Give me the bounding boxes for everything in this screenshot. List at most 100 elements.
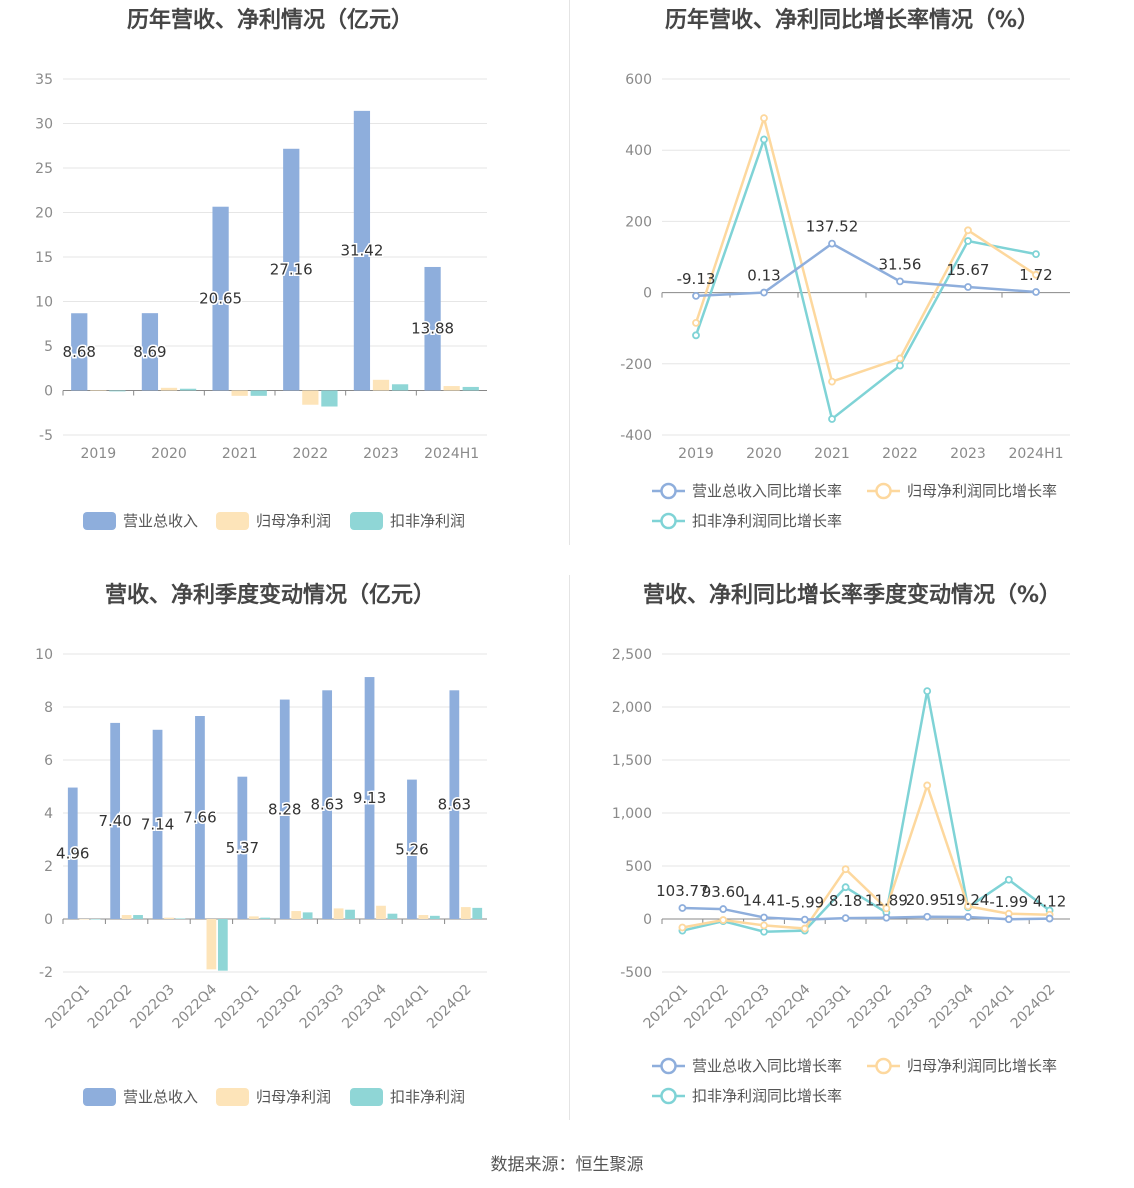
legend-label: 营业总收入	[123, 1088, 198, 1106]
bar	[418, 915, 429, 919]
bar	[71, 313, 88, 391]
legend-label: 营业总收入	[123, 512, 198, 530]
legend-item: 扣非净利润	[350, 512, 465, 530]
bar	[195, 716, 205, 919]
x-tick-label: 2024H1	[424, 446, 479, 462]
bar	[237, 776, 248, 919]
bar-data-label: 8.69	[133, 343, 166, 361]
bar	[279, 699, 290, 919]
series-point	[828, 377, 836, 386]
line-data-label: -1.99	[989, 893, 1028, 911]
legend-marker	[875, 482, 892, 500]
series-point	[882, 904, 891, 913]
line-data-label: 4.12	[1033, 893, 1066, 911]
bar	[250, 390, 267, 396]
series-point	[692, 318, 700, 327]
series-line	[694, 135, 1037, 422]
bar	[133, 915, 143, 919]
line-data-label: 103.77	[656, 882, 709, 900]
series-point	[800, 924, 809, 933]
legend-swatch	[350, 1088, 383, 1106]
line-data-label: 31.56	[879, 255, 922, 273]
x-tick-label: 2023Q1	[212, 982, 263, 1033]
chart-svg: 历年营收、净利情况（亿元） -5 0 5 10 15 20 25 30 35 2019 2020 202…	[35, 7, 487, 530]
series-point	[964, 902, 972, 911]
legend-item: 归母净利润	[216, 512, 331, 530]
bar	[109, 390, 126, 392]
bar	[152, 729, 163, 919]
bar	[462, 386, 479, 391]
bar	[164, 917, 174, 919]
bar	[231, 390, 248, 396]
series-line	[694, 113, 1037, 384]
legend-item: 扣非净利润同比增长率	[652, 1087, 842, 1105]
y-tick-label: -2	[39, 965, 53, 981]
annual-revenue-profit-chart: 历年营收、净利情况（亿元） -5 0 5 10 15 20 25 30 35 2019 2020 202…	[0, 0, 567, 560]
x-tick-label: 2024Q1	[382, 982, 433, 1033]
series-line	[682, 906, 1050, 921]
bar-data-label: 20.65	[199, 290, 242, 308]
x-tick-label: 2019	[678, 446, 714, 462]
series-point	[964, 237, 972, 245]
y-tick-label: 4	[44, 806, 53, 822]
series-point	[828, 239, 836, 248]
legend-label: 扣非净利润同比增长率	[692, 1087, 842, 1105]
x-tick-label: 2024Q2	[424, 982, 475, 1033]
bar	[376, 905, 386, 919]
bar-data-label: 31.42	[340, 242, 383, 260]
legend-swatch	[216, 512, 249, 530]
bar-data-label: 27.16	[270, 261, 313, 279]
bar-data-label: 8.68	[63, 343, 96, 361]
x-tick-label: 2022Q2	[85, 982, 136, 1033]
bar	[110, 722, 121, 919]
line-data-label: -5.99	[785, 894, 824, 912]
y-tick-label: 15	[35, 250, 53, 266]
legend-swatch	[83, 1088, 116, 1106]
x-tick-label: 2022Q1	[641, 982, 692, 1033]
y-tick-label: -500	[620, 965, 652, 981]
bar	[460, 907, 471, 919]
bar	[217, 919, 228, 971]
x-tick-label: 2022Q4	[763, 981, 814, 1032]
bar	[291, 911, 302, 919]
line-data-label: 15.67	[947, 261, 990, 279]
series-point	[1004, 915, 1013, 924]
y-tick-label: 30	[35, 117, 53, 133]
bar	[364, 677, 375, 919]
legend-item: 营业总收入同比增长率	[652, 1057, 842, 1075]
series-point	[760, 913, 768, 922]
series-point	[1004, 875, 1013, 884]
series-point	[896, 361, 904, 370]
y-tick-label: -5	[39, 428, 53, 444]
line-data-label: 93.60	[702, 883, 745, 901]
y-tick-label: 200	[625, 214, 652, 230]
quarterly-revenue-profit-chart: 营收、净利季度变动情况（亿元） -2 0 2 4 6 8 10 2022Q1 2022Q2 2022…	[0, 575, 567, 1135]
bar	[179, 388, 197, 391]
bar	[175, 918, 186, 919]
series-point	[882, 913, 891, 922]
series-point	[678, 923, 687, 932]
bar	[121, 915, 132, 919]
legend-item: 营业总收入	[83, 1088, 198, 1106]
bar-data-label: 4.96	[56, 844, 89, 862]
bar-data-label: 8.63	[438, 796, 471, 814]
y-tick-label: 20	[35, 206, 53, 222]
series-point	[964, 913, 972, 921]
annual-growth-rate-chart: 历年营收、净利同比增长率情况（%） -400 -200 0 200 400 600 2019 2…	[567, 0, 1134, 560]
series-point	[719, 916, 728, 924]
x-tick-label: 2020	[746, 446, 782, 462]
series-point	[923, 781, 932, 790]
bar	[333, 908, 344, 919]
series-line	[682, 690, 1051, 933]
y-tick-label: 35	[35, 72, 53, 88]
line-data-label: 20.95	[906, 891, 949, 909]
series-point	[964, 283, 972, 291]
bar	[387, 913, 398, 919]
legend-label: 扣非净利润	[390, 1088, 465, 1106]
legend-item: 营业总收入同比增长率	[652, 482, 842, 500]
bar	[302, 912, 313, 919]
series-point	[719, 905, 728, 913]
bar	[141, 313, 159, 391]
y-tick-label: -400	[620, 428, 652, 444]
